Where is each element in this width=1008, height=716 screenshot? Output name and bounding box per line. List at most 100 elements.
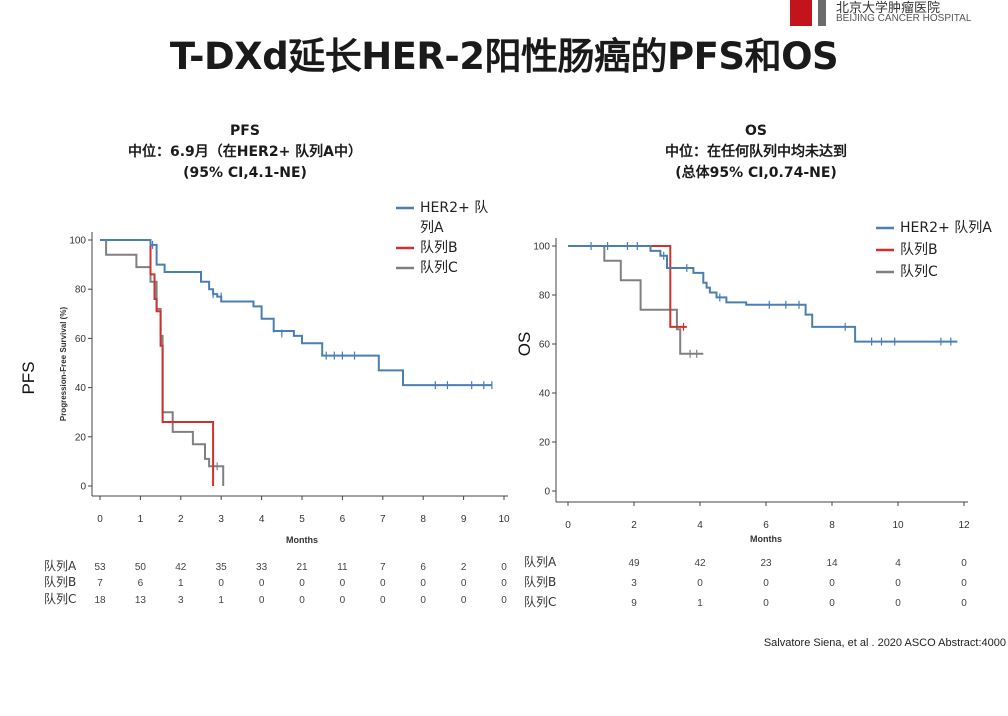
os-series-line-2 <box>568 245 704 355</box>
os-x-axis-label: Months <box>750 534 782 544</box>
os-y-tick-label: 60 <box>539 340 551 351</box>
pfs-side-label: PFS <box>19 361 38 394</box>
source-citation: Salvatore Siena, et al . 2020 ASCO Abstr… <box>763 637 1006 649</box>
pfs-risk-value: 0 <box>299 578 305 589</box>
pfs-x-tick-label: 1 <box>138 514 144 525</box>
pfs-chart-heading: PFS 中位：6.9月（在HER2+ 队列A中） (95% CI,4.1-NE) <box>60 121 430 184</box>
pfs-chart-title: PFS <box>230 123 260 139</box>
pfs-y-tick-label: 40 <box>75 383 87 394</box>
os-risk-row-label: 队列B <box>524 574 556 589</box>
pfs-x-axis-label: Months <box>286 535 318 545</box>
os-risk-value: 0 <box>697 578 703 589</box>
os-risk-value: 1 <box>697 598 703 609</box>
os-y-tick-label: 0 <box>544 487 550 498</box>
os-x-tick-label: 12 <box>958 520 970 531</box>
os-x-tick-label: 2 <box>631 520 637 531</box>
os-risk-value: 0 <box>895 578 901 589</box>
os-risk-value: 0 <box>895 598 901 609</box>
pfs-risk-row-label: 队列C <box>44 591 76 606</box>
os-y-tick-label: 20 <box>539 438 551 449</box>
pfs-y-tick-label: 100 <box>69 236 86 247</box>
pfs-risk-value: 0 <box>380 578 386 589</box>
pfs-chart-subtitle-1: 中位：6.9月（在HER2+ 队列A中） <box>127 144 363 160</box>
pfs-risk-value: 0 <box>380 595 386 606</box>
logo-grey-mark <box>818 0 826 26</box>
os-risk-value: 0 <box>829 598 835 609</box>
os-risk-value: 23 <box>760 558 772 569</box>
pfs-chart-subtitle-2: (95% CI,4.1-NE) <box>183 165 307 181</box>
pfs-risk-value: 0 <box>461 595 467 606</box>
pfs-risk-value: 1 <box>178 578 184 589</box>
pfs-risk-value: 7 <box>97 578 103 589</box>
pfs-risk-value: 0 <box>340 578 346 589</box>
pfs-y-tick-label: 80 <box>75 285 87 296</box>
os-risk-value: 14 <box>826 558 838 569</box>
os-risk-value: 42 <box>694 558 706 569</box>
pfs-x-tick-label: 2 <box>178 514 184 525</box>
pfs-x-tick-label: 4 <box>259 514 265 525</box>
os-chart-title: OS <box>745 123 767 139</box>
pfs-risk-value: 0 <box>420 595 426 606</box>
pfs-y-tick-label: 0 <box>80 482 86 493</box>
pfs-x-tick-label: 8 <box>420 514 426 525</box>
pfs-series-line-1 <box>100 239 215 486</box>
os-risk-value: 0 <box>961 578 967 589</box>
pfs-risk-value: 33 <box>256 562 268 573</box>
os-chart-subtitle-2: (总体95% CI,0.74-NE) <box>675 165 837 181</box>
logo-en-text: BEIJING CANCER HOSPITAL <box>836 13 972 24</box>
os-chart-heading: OS 中位：在任何队列中均未达到 (总体95% CI,0.74-NE) <box>566 121 946 184</box>
pfs-risk-value: 0 <box>461 578 467 589</box>
os-side-label: OS <box>515 332 534 357</box>
pfs-risk-value: 0 <box>259 578 265 589</box>
slide-title: T-DXd延长HER-2阳性肠癌的PFS和OS <box>169 35 839 78</box>
pfs-risk-value: 3 <box>178 595 184 606</box>
os-x-tick-label: 10 <box>892 520 904 531</box>
pfs-risk-value: 11 <box>337 562 348 573</box>
pfs-risk-row-label: 队列A <box>44 558 77 573</box>
logo-cn-text: 北京大学肿瘤医院 <box>836 1 941 16</box>
pfs-risk-value: 21 <box>296 562 308 573</box>
pfs-x-tick-label: 10 <box>498 514 510 525</box>
pfs-x-tick-label: 9 <box>461 514 467 525</box>
pfs-x-tick-label: 0 <box>97 514 103 525</box>
logo-red-mark <box>790 0 812 26</box>
os-risk-value: 4 <box>895 558 901 569</box>
os-risk-value: 3 <box>631 578 637 589</box>
os-series-line-0 <box>568 245 958 343</box>
os-legend-text: 队列C <box>900 264 938 280</box>
pfs-x-tick-label: 7 <box>380 514 386 525</box>
pfs-x-tick-label: 6 <box>340 514 346 525</box>
pfs-risk-value: 2 <box>461 562 467 573</box>
os-y-tick-label: 100 <box>533 242 550 253</box>
pfs-risk-value: 35 <box>216 562 228 573</box>
os-legend-text: HER2+ 队列A <box>900 220 992 236</box>
os-risk-value: 0 <box>763 598 769 609</box>
pfs-series-line-2 <box>100 239 225 486</box>
os-risk-value: 0 <box>763 578 769 589</box>
os-risk-value: 49 <box>628 558 640 569</box>
pfs-risk-value: 0 <box>340 595 346 606</box>
os-y-tick-label: 80 <box>539 291 551 302</box>
pfs-risk-value: 0 <box>501 562 507 573</box>
pfs-risk-value: 0 <box>501 578 507 589</box>
os-x-tick-label: 8 <box>829 520 835 531</box>
pfs-risk-value: 53 <box>94 562 106 573</box>
hospital-logo: 北京大学肿瘤医院 BEIJING CANCER HOSPITAL <box>782 0 1008 30</box>
os-chart-subtitle-1: 中位：在任何队列中均未达到 <box>665 144 847 160</box>
pfs-risk-value: 42 <box>175 562 187 573</box>
pfs-legend-text: 列A <box>420 220 444 236</box>
pfs-legend-text: HER2+ 队 <box>420 200 488 216</box>
pfs-y-axis-label: Progression-Free Survival (%) <box>59 307 68 422</box>
pfs-risk-value: 18 <box>94 595 106 606</box>
os-risk-value: 0 <box>961 558 967 569</box>
os-x-tick-label: 6 <box>763 520 769 531</box>
os-x-tick-label: 4 <box>697 520 703 531</box>
pfs-legend-text: 队列C <box>420 260 458 276</box>
os-risk-row-label: 队列C <box>524 594 556 609</box>
pfs-x-tick-label: 5 <box>299 514 305 525</box>
pfs-risk-value: 0 <box>218 578 224 589</box>
pfs-x-tick-label: 3 <box>218 514 224 525</box>
